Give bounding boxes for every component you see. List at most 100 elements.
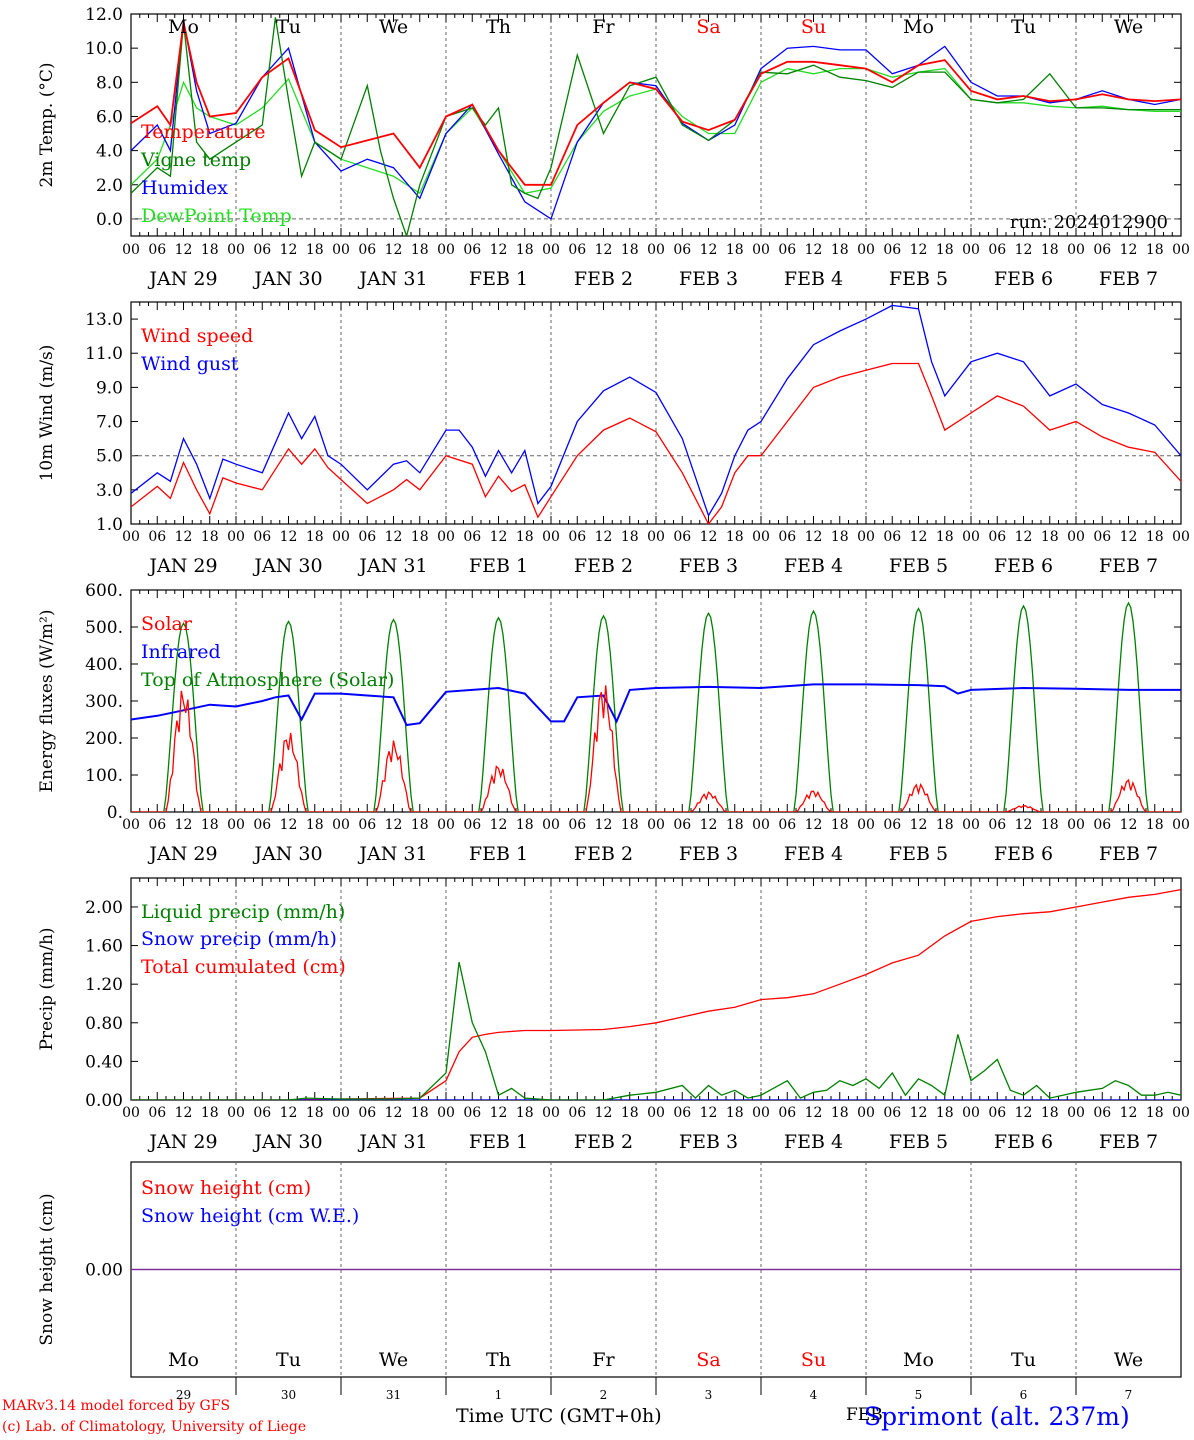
y-tick-label: 500.: [85, 618, 123, 638]
y-tick-label: 0.00: [85, 1091, 123, 1111]
date-label: FEB 2: [574, 555, 633, 577]
hour-tick-label: 18: [936, 242, 954, 258]
date-label: FEB 2: [574, 843, 633, 865]
hour-tick-label: 18: [411, 1105, 429, 1121]
date-label: FEB 7: [1099, 268, 1158, 290]
y-tick-label: 2.00: [85, 898, 123, 918]
hour-tick-label: 12: [385, 242, 403, 258]
weekday-label: Fr: [592, 1349, 615, 1371]
hour-tick-label: 18: [411, 817, 429, 833]
y-tick-label: 3.0: [96, 481, 123, 501]
month-label: FEB: [846, 1405, 883, 1425]
date-label: FEB 1: [469, 555, 528, 577]
date-number: 7: [1125, 1388, 1133, 1402]
hour-tick-label: 00: [542, 529, 560, 545]
station-label: Sprimont (alt. 237m): [864, 1402, 1130, 1431]
hour-tick-label: 12: [490, 242, 508, 258]
hour-tick-label: 18: [936, 817, 954, 833]
hour-tick-label: 12: [700, 242, 718, 258]
hour-tick-label: 06: [673, 529, 691, 545]
y-axis-label: 10m Wind (m/s): [37, 345, 57, 482]
weekday-label: We: [379, 16, 408, 38]
hour-tick-label: 06: [148, 529, 166, 545]
y-tick-label: 0.0: [96, 210, 123, 230]
weekday-label: Sa: [696, 1349, 720, 1371]
hour-tick-label: 06: [358, 817, 376, 833]
hour-tick-label: 00: [962, 817, 980, 833]
hour-tick-label: 18: [621, 817, 639, 833]
hour-tick-label: 00: [1067, 1105, 1085, 1121]
hour-tick-label: 06: [463, 242, 481, 258]
xaxis-title: Time UTC (GMT+0h): [456, 1405, 662, 1427]
hour-tick-label: 00: [542, 1105, 560, 1121]
hour-tick-label: 06: [148, 1105, 166, 1121]
weekday-label: We: [1114, 16, 1143, 38]
series-line-total-cumulated-cm: [131, 888, 1181, 1100]
hour-tick-label: 18: [726, 1105, 744, 1121]
hour-tick-label: 18: [621, 529, 639, 545]
date-number: 4: [810, 1388, 818, 1402]
hour-tick-label: 06: [883, 529, 901, 545]
hour-tick-label: 00: [647, 242, 665, 258]
series-line-wind-speed: [131, 362, 1181, 524]
y-tick-label: 400.: [85, 655, 123, 675]
hour-tick-label: 18: [831, 529, 849, 545]
y-tick-label: 0.80: [85, 1014, 123, 1034]
hour-tick-label: 06: [778, 242, 796, 258]
hour-tick-label: 18: [201, 1105, 219, 1121]
hour-tick-label: 12: [805, 817, 823, 833]
hour-tick-label: 06: [358, 529, 376, 545]
date-label: FEB 4: [784, 843, 843, 865]
hour-tick-label: 00: [227, 817, 245, 833]
hour-tick-label: 18: [1146, 1105, 1164, 1121]
hour-tick-label: 06: [568, 1105, 586, 1121]
y-tick-label: 7.0: [96, 413, 123, 433]
hour-tick-label: 00: [227, 242, 245, 258]
series-line-vigne-temp: [131, 17, 1181, 236]
weekday-label: Su: [801, 1349, 826, 1371]
date-label: FEB 3: [679, 555, 738, 577]
hour-tick-label: 18: [411, 529, 429, 545]
hour-tick-label: 12: [595, 1105, 613, 1121]
hour-tick-label: 18: [306, 817, 324, 833]
hour-tick-label: 12: [490, 1105, 508, 1121]
hour-tick-label: 12: [1015, 1105, 1033, 1121]
date-label: FEB 7: [1099, 843, 1158, 865]
hour-tick-label: 12: [805, 529, 823, 545]
date-label: JAN 30: [252, 268, 322, 290]
hour-tick-label: 12: [700, 817, 718, 833]
hour-tick-label: 06: [463, 529, 481, 545]
hour-tick-label: 18: [1041, 817, 1059, 833]
hour-tick-label: 18: [831, 242, 849, 258]
y-axis-label: Snow height (cm): [37, 1193, 57, 1345]
model-credit-line2: (c) Lab. of Climatology, University of L…: [2, 1419, 307, 1435]
hour-tick-label: 06: [253, 529, 271, 545]
date-label: JAN 29: [147, 268, 217, 290]
hour-tick-label: 00: [332, 529, 350, 545]
hour-tick-label: 00: [122, 529, 140, 545]
run-annotation: run: 2024012900: [1010, 212, 1168, 233]
series-line-wind-gust: [131, 304, 1181, 518]
hour-tick-label: 18: [1041, 529, 1059, 545]
date-number: 2: [600, 1388, 608, 1402]
hour-tick-label: 12: [385, 817, 403, 833]
legend-entry: DewPoint Temp: [141, 205, 292, 227]
weekday-label: Fr: [592, 16, 615, 38]
hour-tick-label: 06: [463, 1105, 481, 1121]
hour-tick-label: 00: [332, 817, 350, 833]
hour-tick-label: 06: [568, 242, 586, 258]
hour-tick-label: 06: [778, 529, 796, 545]
hour-tick-label: 12: [1120, 1105, 1138, 1121]
date-label: FEB 1: [469, 843, 528, 865]
hour-tick-label: 00: [1172, 529, 1190, 545]
hour-tick-label: 18: [1041, 1105, 1059, 1121]
hour-tick-label: 18: [621, 242, 639, 258]
date-label: FEB 1: [469, 268, 528, 290]
hour-tick-label: 00: [857, 1105, 875, 1121]
weekday-label: Tu: [1011, 1349, 1036, 1371]
legend-entry: Infrared: [141, 641, 221, 663]
date-number: 5: [915, 1388, 923, 1402]
hour-tick-label: 18: [726, 242, 744, 258]
date-label: FEB 3: [679, 843, 738, 865]
